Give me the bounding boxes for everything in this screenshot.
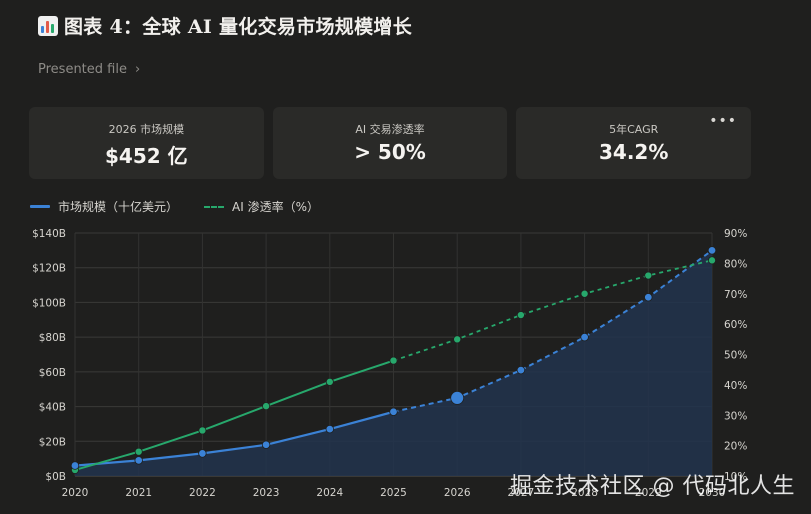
y-right-tick-label: 50% bbox=[724, 350, 747, 362]
y-left-tick-label: $100B bbox=[32, 297, 66, 309]
y-right-tick-label: 30% bbox=[724, 410, 747, 422]
y-left-tick-label: $0B bbox=[45, 471, 66, 483]
presented-file-link[interactable]: Presented file › bbox=[38, 62, 140, 77]
kpi-label: 5年CAGR bbox=[609, 123, 659, 136]
y-left-tick-label: $120B bbox=[32, 263, 66, 275]
market-point bbox=[261, 440, 271, 449]
legend-swatch-penetration bbox=[204, 205, 225, 208]
y-right-tick-label: 60% bbox=[724, 319, 747, 331]
market-point bbox=[580, 332, 589, 342]
x-tick-label: 2024 bbox=[316, 487, 343, 499]
market-point bbox=[707, 246, 717, 255]
legend-label-market: 市场规模（十亿美元） bbox=[58, 200, 179, 214]
y-left-tick-label: $80B bbox=[39, 332, 66, 344]
kpi-card-cagr: 5年CAGR 34.2% ••• bbox=[516, 107, 752, 179]
market-point bbox=[70, 461, 80, 470]
y-right-tick-label: 80% bbox=[724, 258, 747, 270]
x-tick-label: 2021 bbox=[125, 487, 152, 499]
legend-swatch-market bbox=[30, 205, 50, 208]
kpi-label: AI 交易渗透率 bbox=[355, 123, 425, 136]
x-tick-label: 2026 bbox=[444, 487, 471, 499]
y-right-tick-label: 40% bbox=[724, 380, 747, 392]
more-options-icon[interactable]: ••• bbox=[709, 113, 738, 129]
penetration-point bbox=[580, 289, 589, 298]
penetration-point bbox=[644, 271, 653, 280]
bar-chart-icon bbox=[38, 15, 58, 36]
market-point bbox=[198, 449, 207, 458]
market-point bbox=[325, 424, 334, 434]
watermark: 掘金技术社区 @ 代码北人生 bbox=[510, 474, 795, 499]
y-left-tick-label: $60B bbox=[39, 367, 66, 379]
legend-label-penetration: AI 渗透率（%） bbox=[232, 200, 319, 214]
penetration-point bbox=[708, 256, 717, 265]
penetration-point bbox=[453, 335, 462, 344]
x-tick-label: 2022 bbox=[189, 487, 216, 499]
x-tick-label: 2020 bbox=[62, 487, 89, 499]
penetration-point bbox=[198, 426, 207, 435]
y-right-tick-label: 70% bbox=[724, 289, 747, 301]
y-right-tick-label: 10% bbox=[724, 471, 747, 483]
market-point bbox=[134, 456, 143, 465]
kpi-card-penetration: AI 交易渗透率 > 50% bbox=[272, 107, 508, 179]
y-right-tick-label: 20% bbox=[724, 441, 747, 453]
kpi-value: 34.2% bbox=[598, 140, 669, 164]
y-left-tick-label: $20B bbox=[39, 436, 66, 448]
penetration-point bbox=[325, 377, 334, 386]
market-point-highlight bbox=[450, 390, 465, 405]
x-tick-label: 2029 bbox=[635, 487, 662, 499]
page-title: 图表 4：全球 AI 量化交易市场规模增长 bbox=[64, 16, 412, 38]
kpi-card-market-size: 2026 市场规模 $452 亿 bbox=[29, 107, 264, 179]
kpi-value: $452 亿 bbox=[105, 144, 188, 168]
x-tick-label: 2030 bbox=[699, 487, 726, 499]
market-point bbox=[644, 293, 653, 302]
market-point bbox=[389, 407, 398, 416]
x-tick-label: 2028 bbox=[571, 487, 598, 499]
penetration-point bbox=[134, 447, 143, 456]
kpi-label: 2026 市场规模 bbox=[108, 123, 185, 136]
market-area-fill bbox=[75, 250, 712, 476]
legend-item-market[interactable]: 市场规模（十亿美元） bbox=[30, 198, 178, 215]
x-tick-label: 2027 bbox=[508, 487, 535, 499]
kpi-value: > 50% bbox=[354, 140, 426, 164]
market-line-actual bbox=[74, 410, 394, 467]
penetration-line-actual bbox=[74, 359, 394, 471]
title-row: 图表 4：全球 AI 量化交易市场规模增长 bbox=[38, 12, 412, 39]
penetration-line-forecast bbox=[393, 259, 713, 362]
chart-legend: 市场规模（十亿美元） AI 渗透率（%） bbox=[30, 198, 319, 215]
chevron-right-icon: › bbox=[134, 62, 141, 77]
x-tick-label: 2025 bbox=[380, 487, 407, 499]
market-line-forecast bbox=[393, 249, 713, 413]
penetration-point bbox=[516, 311, 525, 320]
chart-area: $0B $20B $40B $60B $80B $100B $120B $140B 10% 20%… bbox=[32, 228, 747, 499]
penetration-point bbox=[262, 402, 271, 411]
y-left-tick-label: $140B bbox=[32, 228, 66, 240]
penetration-point bbox=[389, 356, 398, 365]
kpi-row: 2026 市场规模 $452 亿 AI 交易渗透率 > 50% 5年CAGR 3… bbox=[29, 107, 752, 179]
market-point bbox=[516, 365, 526, 375]
y-left-tick-label: $40B bbox=[39, 402, 66, 414]
legend-item-penetration[interactable]: AI 渗透率（%） bbox=[204, 198, 319, 215]
presented-file-label: Presented file bbox=[38, 62, 127, 77]
x-tick-label: 2023 bbox=[253, 487, 280, 499]
y-right-tick-label: 90% bbox=[724, 228, 747, 240]
